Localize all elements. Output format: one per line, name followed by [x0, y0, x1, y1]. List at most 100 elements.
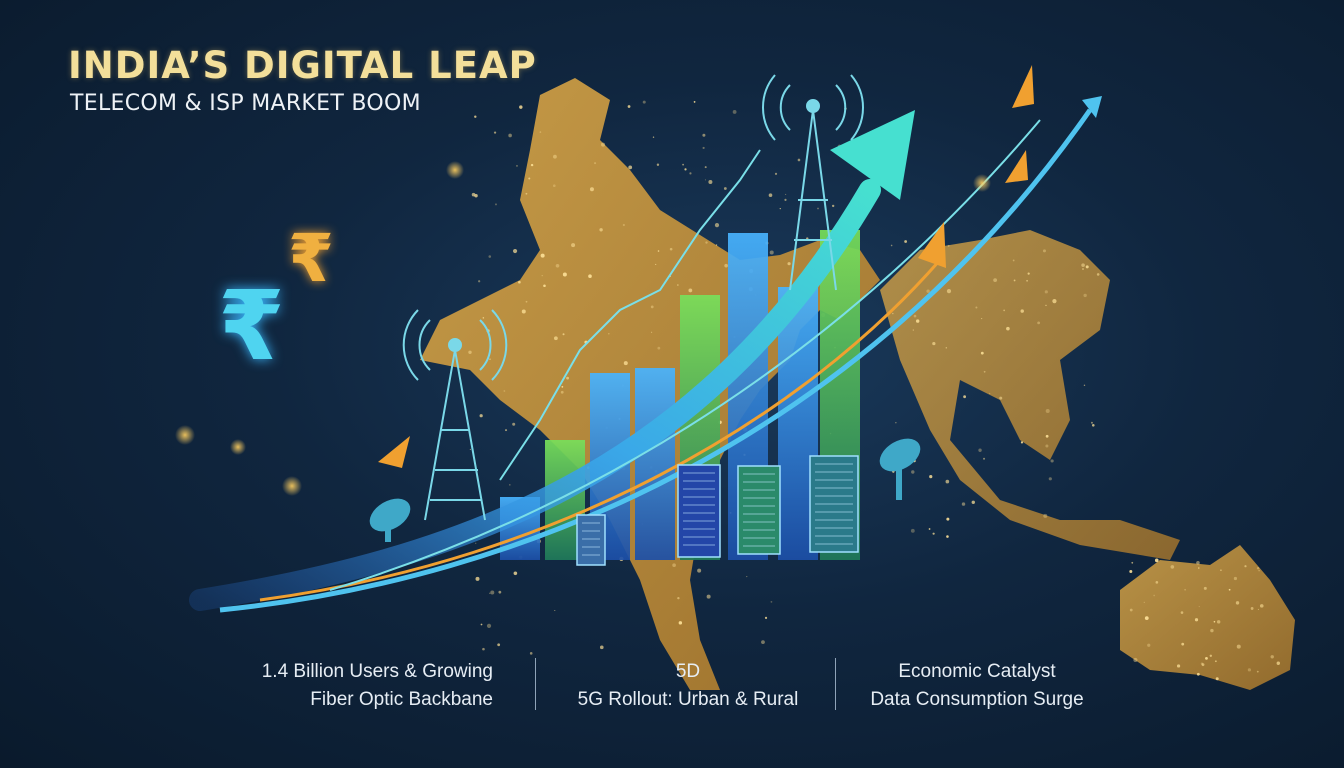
city-light — [512, 422, 516, 426]
city-light — [945, 347, 947, 349]
city-light — [1256, 670, 1259, 673]
city-light — [706, 594, 711, 599]
city-light — [682, 163, 684, 166]
city-light — [971, 500, 975, 505]
city-light — [1082, 268, 1084, 270]
city-light — [1083, 384, 1086, 387]
city-light — [975, 306, 978, 309]
city-light — [521, 309, 526, 314]
city-light — [784, 198, 787, 201]
city-light — [704, 179, 706, 181]
growth-arrow-main — [189, 179, 881, 611]
city-light — [1013, 279, 1016, 282]
city-light — [497, 643, 501, 647]
city-light — [525, 192, 528, 195]
city-light — [656, 163, 660, 166]
city-light — [785, 193, 787, 196]
city-light — [915, 319, 920, 323]
city-light — [540, 253, 545, 258]
city-light — [529, 652, 533, 655]
city-light — [1083, 293, 1087, 298]
city-light — [519, 105, 523, 109]
city-light — [1181, 642, 1185, 646]
city-light — [494, 203, 497, 206]
page-title: INDIA’S DIGITAL LEAP — [68, 44, 537, 87]
city-light — [978, 448, 982, 452]
city-light — [1052, 299, 1057, 304]
city-light — [1203, 586, 1207, 590]
city-light — [946, 517, 950, 521]
city-light — [715, 244, 718, 246]
city-light — [589, 187, 594, 192]
city-light — [983, 457, 986, 460]
city-light — [708, 179, 713, 184]
arrow-head-secondary — [1082, 96, 1102, 118]
city-light — [890, 244, 893, 247]
city-light — [831, 204, 835, 208]
city-light — [588, 274, 592, 279]
city-light — [1090, 421, 1093, 424]
city-light — [817, 207, 819, 210]
city-light — [503, 390, 506, 392]
city-light — [1003, 309, 1006, 312]
city-light — [601, 142, 606, 147]
city-light — [926, 289, 930, 293]
city-light — [1200, 662, 1204, 665]
city-light — [993, 278, 998, 283]
city-light — [929, 475, 933, 479]
city-light — [1144, 616, 1149, 621]
city-light — [1233, 576, 1238, 581]
city-light — [724, 263, 728, 268]
city-light — [677, 596, 680, 600]
city-light — [723, 187, 727, 190]
city-light — [622, 223, 625, 227]
city-light — [566, 376, 569, 380]
city-light — [1044, 290, 1048, 294]
city-light — [1205, 656, 1208, 660]
city-light — [1129, 608, 1133, 612]
city-light — [562, 272, 567, 277]
city-light — [471, 192, 476, 197]
server-rack-icon — [576, 514, 606, 566]
city-light — [482, 317, 485, 319]
city-light — [732, 110, 737, 114]
city-light — [1259, 604, 1264, 608]
southeast-asia-map — [880, 230, 1180, 560]
city-light — [498, 590, 502, 594]
city-light — [1196, 672, 1200, 676]
satellite-dish-icon — [369, 498, 411, 542]
city-light — [599, 645, 604, 650]
city-light — [764, 616, 768, 619]
city-light — [657, 346, 661, 350]
city-light — [554, 609, 556, 611]
city-light — [1201, 663, 1205, 667]
cell-tower-icon — [402, 309, 508, 521]
city-light — [983, 370, 986, 373]
city-light — [1091, 423, 1095, 427]
city-light — [1020, 309, 1024, 313]
orange-line — [259, 259, 942, 602]
city-light — [525, 300, 528, 303]
city-light — [512, 248, 518, 254]
city-light — [1006, 326, 1010, 331]
city-light — [677, 284, 679, 286]
city-light — [704, 166, 707, 169]
city-light — [697, 568, 702, 573]
city-light — [688, 288, 693, 293]
city-light — [1235, 601, 1240, 605]
city-light — [946, 535, 949, 538]
trend-line — [499, 149, 761, 481]
city-light — [1209, 654, 1213, 658]
city-light — [892, 312, 894, 315]
city-light — [1045, 409, 1050, 414]
city-light — [553, 336, 558, 341]
orange-arrow-head — [918, 222, 946, 268]
city-light — [480, 623, 483, 626]
city-light — [947, 244, 950, 247]
city-light — [505, 429, 508, 432]
city-light — [474, 115, 477, 118]
orange-arrow-head — [378, 436, 410, 468]
city-light — [493, 131, 497, 134]
stat-5g: 5D 5G Rollout: Urban & Rural — [556, 658, 820, 714]
